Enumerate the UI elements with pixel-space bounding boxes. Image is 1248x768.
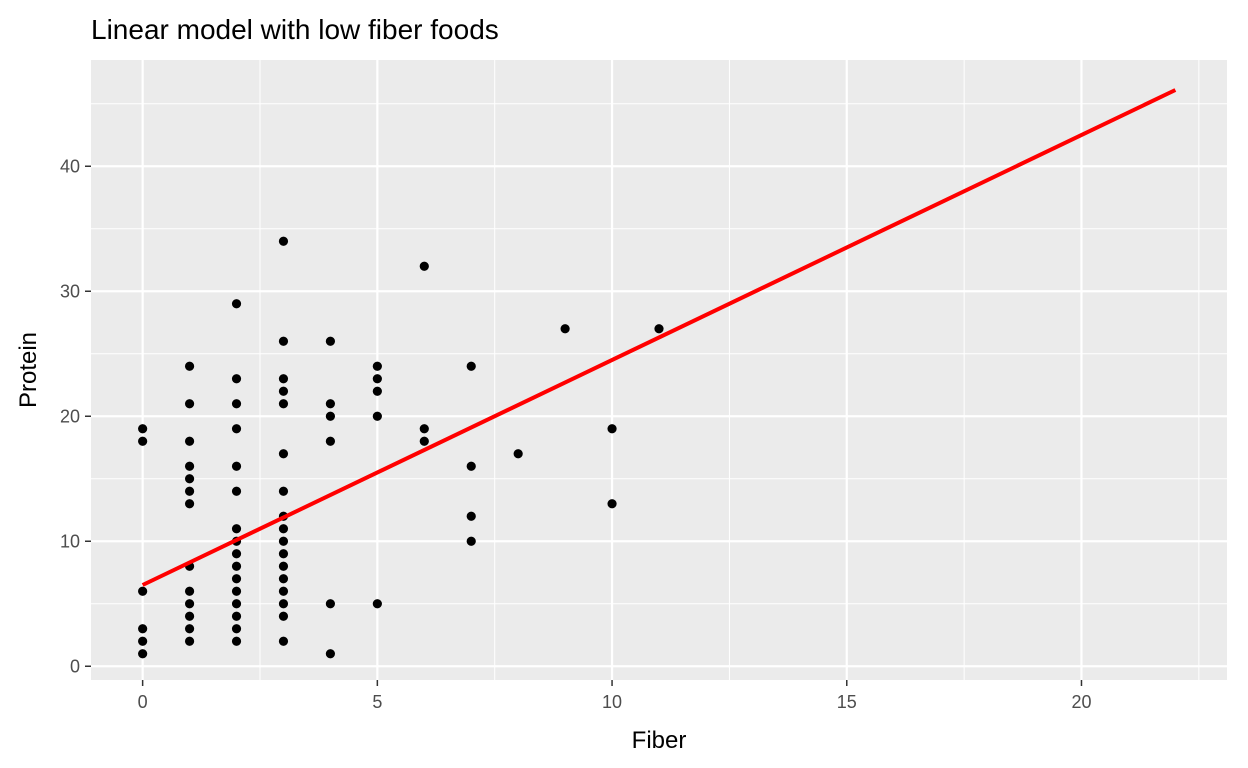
data-point-50 [278, 336, 289, 346]
data-point-32 [231, 399, 242, 409]
data-point-64 [419, 424, 429, 434]
data-point-10 [184, 586, 195, 596]
data-point-33 [231, 374, 242, 384]
y-tick-label-0: 0 [70, 656, 80, 676]
data-point-51 [278, 236, 289, 246]
data-point-42 [278, 536, 289, 546]
data-point-48 [278, 386, 289, 396]
data-point-20 [231, 624, 242, 634]
data-point-31 [231, 424, 242, 434]
x-tick-label-0: 0 [138, 692, 148, 712]
data-point-34 [231, 299, 242, 309]
data-point-55 [325, 411, 336, 421]
data-point-74 [654, 324, 664, 334]
data-point-57 [325, 336, 336, 346]
data-point-22 [231, 599, 242, 609]
data-point-62 [372, 361, 382, 371]
data-point-65 [419, 261, 429, 271]
x-tick-label-4: 20 [1071, 692, 1091, 712]
data-point-30 [231, 461, 242, 471]
data-point-59 [372, 411, 382, 421]
data-point-1 [138, 636, 148, 646]
data-point-46 [278, 449, 289, 459]
data-point-73 [607, 424, 617, 434]
chart-title: Linear model with low fiber foods [91, 14, 499, 45]
data-point-36 [278, 611, 289, 621]
data-point-58 [372, 599, 382, 609]
data-point-14 [184, 474, 195, 484]
data-point-47 [278, 399, 289, 409]
data-point-60 [372, 386, 382, 396]
data-point-0 [138, 649, 148, 659]
data-point-3 [138, 586, 148, 596]
data-point-4 [138, 436, 148, 446]
data-point-16 [184, 436, 195, 446]
data-point-43 [278, 524, 289, 534]
plot-panel [91, 60, 1227, 680]
data-point-71 [560, 324, 570, 334]
y-tick-label-2: 20 [60, 406, 80, 426]
data-point-53 [325, 599, 336, 609]
data-point-40 [278, 561, 289, 571]
data-point-39 [278, 574, 289, 584]
data-point-63 [419, 436, 429, 446]
data-point-52 [325, 649, 336, 659]
fit-line-layer [141, 88, 1177, 587]
data-point-18 [184, 361, 195, 371]
x-axis-title: Fiber [632, 727, 687, 754]
y-axis-ticks: 0 10 20 30 40 [60, 156, 91, 676]
data-point-17 [184, 399, 195, 409]
data-point-68 [466, 461, 476, 471]
data-point-29 [231, 486, 242, 496]
fit-line [141, 88, 1177, 587]
data-point-56 [325, 399, 336, 409]
data-point-66 [466, 536, 476, 546]
x-tick-label-3: 15 [837, 692, 857, 712]
y-tick-label-4: 40 [60, 156, 80, 176]
data-point-5 [138, 424, 148, 434]
data-point-25 [231, 561, 242, 571]
data-point-28 [231, 524, 242, 534]
y-tick-label-1: 10 [60, 531, 80, 551]
data-point-24 [231, 574, 242, 584]
data-point-35 [278, 636, 289, 646]
x-tick-label-2: 10 [602, 692, 622, 712]
data-point-38 [278, 586, 289, 596]
major-gridlines [91, 60, 1227, 680]
data-point-41 [278, 549, 289, 559]
data-point-37 [278, 599, 289, 609]
data-point-19 [231, 636, 242, 646]
data-point-8 [184, 611, 195, 621]
data-point-23 [231, 586, 242, 596]
y-tick-label-3: 30 [60, 281, 80, 301]
data-point-69 [466, 361, 476, 371]
x-tick-label-1: 5 [372, 692, 382, 712]
x-axis-ticks: 0 5 10 15 20 [138, 680, 1091, 712]
data-point-70 [513, 449, 523, 459]
data-point-67 [466, 511, 476, 521]
data-point-54 [325, 436, 336, 446]
data-point-7 [184, 624, 195, 634]
data-point-61 [372, 374, 382, 384]
data-point-2 [138, 624, 148, 634]
data-point-13 [184, 486, 195, 496]
data-point-72 [607, 499, 617, 509]
data-point-21 [231, 611, 242, 621]
data-point-26 [231, 549, 242, 559]
y-axis-title: Protein [15, 332, 42, 408]
data-point-9 [184, 599, 195, 609]
data-point-45 [278, 486, 289, 496]
data-point-15 [184, 461, 195, 471]
data-point-49 [278, 374, 289, 384]
data-point-6 [184, 636, 195, 646]
data-point-12 [184, 499, 195, 509]
